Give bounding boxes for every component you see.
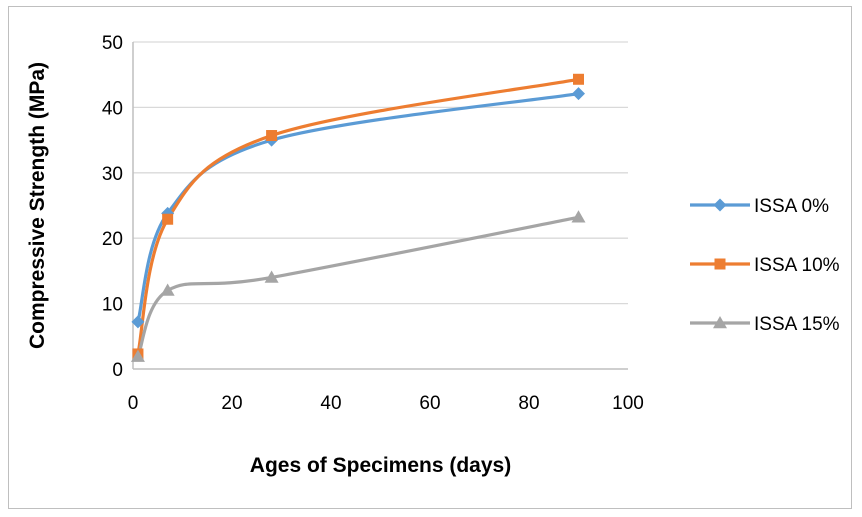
y-tick-label-30: 30	[102, 164, 123, 185]
legend-marker-issa-15	[713, 316, 727, 329]
data-point-issa-15-0	[130, 349, 145, 362]
series-lines	[136, 77, 581, 359]
x-axis-title: Ages of Specimens (days)	[250, 454, 511, 477]
x-tick-label-20: 20	[221, 393, 242, 414]
data-point-issa-10-1	[162, 213, 174, 225]
tick-labels: 0 10 20 30 40 50 0 20 40 60 80 100	[102, 33, 644, 414]
legend-label-issa-15: ISSA 15%	[754, 314, 840, 335]
data-point-issa-10-3	[573, 73, 584, 85]
y-tick-label-20: 20	[102, 229, 123, 250]
data-point-issa-15-3	[571, 210, 586, 223]
data-point-issa-15-2	[264, 270, 279, 283]
axes	[132, 42, 628, 370]
legend: ISSA 0% ISSA 10% ISSA 15%	[690, 196, 840, 335]
x-tick-label-0: 0	[128, 393, 139, 414]
data-point-issa-0-0	[131, 315, 145, 329]
series-line-issa-10	[136, 77, 581, 356]
legend-label-issa-10: ISSA 10%	[754, 255, 840, 276]
y-tick-label-10: 10	[102, 295, 123, 316]
legend-marker-issa-0	[713, 198, 727, 212]
data-point-issa-0-3	[572, 87, 585, 101]
x-tick-label-80: 80	[518, 393, 539, 414]
gridlines	[133, 41, 628, 305]
series-line-issa-15	[136, 215, 581, 359]
data-markers	[130, 73, 586, 362]
legend-label-issa-0: ISSA 0%	[754, 196, 829, 217]
y-tick-label-40: 40	[102, 98, 123, 119]
x-tick-label-60: 60	[419, 393, 440, 414]
y-axis-title: Compressive Strength (MPa)	[26, 62, 49, 349]
series-line-issa-0	[136, 92, 581, 324]
data-point-issa-10-2	[266, 130, 278, 142]
legend-marker-issa-10	[714, 258, 726, 270]
y-tick-label-50: 50	[102, 33, 123, 54]
x-tick-label-100: 100	[612, 393, 644, 414]
data-point-issa-15-1	[160, 283, 175, 296]
y-tick-label-0: 0	[112, 360, 123, 381]
x-tick-label-40: 40	[320, 393, 341, 414]
